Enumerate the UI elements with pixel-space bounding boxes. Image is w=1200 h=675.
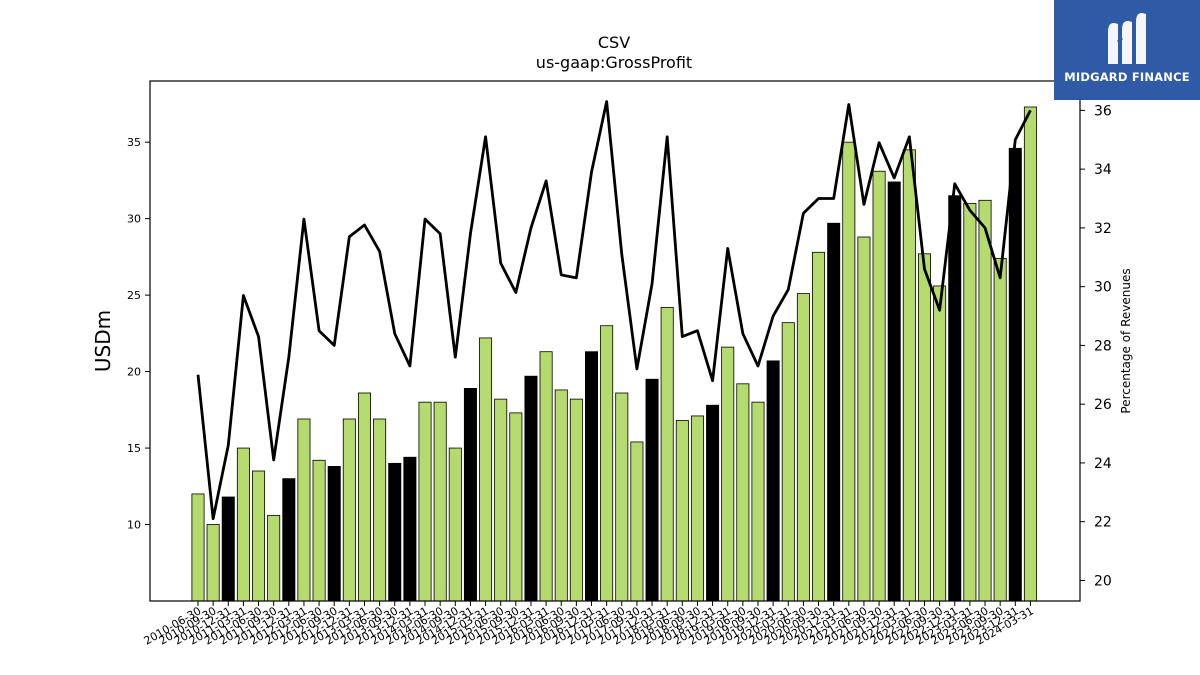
bar xyxy=(842,141,856,602)
bar xyxy=(978,199,992,602)
y-tick-label: 25 xyxy=(127,289,141,302)
y2-tick-label: 36 xyxy=(1094,103,1112,119)
y2-tick-label: 34 xyxy=(1094,162,1112,178)
bar xyxy=(660,306,674,602)
bar xyxy=(206,524,220,602)
bar xyxy=(781,322,795,602)
y-tick-label: 30 xyxy=(127,213,141,226)
bar xyxy=(463,388,477,602)
bar xyxy=(796,293,810,602)
bar xyxy=(282,478,296,602)
y2-tick-label: 26 xyxy=(1094,397,1112,413)
y-tick-label: 20 xyxy=(127,366,141,379)
y2-tick-label: 22 xyxy=(1094,515,1112,531)
bar xyxy=(554,389,568,602)
bar xyxy=(1008,147,1022,602)
bar xyxy=(887,181,901,602)
bar xyxy=(993,258,1007,602)
bar xyxy=(357,392,371,602)
left-axis-ticks: 10 15 20 25 30 35 xyxy=(127,136,150,532)
right-axis-ticks: 20 22 24 26 28 30 32 34 36 xyxy=(1080,103,1112,589)
bar xyxy=(327,466,341,602)
y2-tick-label: 24 xyxy=(1094,456,1112,472)
chart-subtitle: us-gaap:GrossProfit xyxy=(536,53,692,72)
bar xyxy=(872,170,886,602)
bar xyxy=(827,222,841,602)
bar xyxy=(267,514,281,602)
bar xyxy=(191,493,205,602)
logo-mark-icon xyxy=(1108,13,1146,64)
bar xyxy=(751,401,765,602)
bar xyxy=(902,149,916,602)
bar xyxy=(569,398,583,602)
y2-tick-label: 32 xyxy=(1094,221,1112,237)
bar xyxy=(1023,106,1037,602)
bar xyxy=(721,346,735,602)
bar xyxy=(403,456,417,602)
bar xyxy=(675,420,689,602)
bar xyxy=(312,459,326,602)
y-axis-label: USDm xyxy=(91,310,115,372)
y-tick-label: 35 xyxy=(127,136,141,149)
bar xyxy=(736,383,750,602)
logo-text: MIDGARD FINANCE xyxy=(1064,70,1190,84)
bar xyxy=(236,447,250,602)
percentage-line xyxy=(196,100,1032,521)
bar xyxy=(917,253,931,602)
y2-tick-label: 30 xyxy=(1094,280,1112,296)
brand-logo: MIDGARD FINANCE xyxy=(1054,0,1200,100)
bar xyxy=(494,398,508,602)
bar xyxy=(418,401,432,602)
bar xyxy=(690,415,704,602)
bar xyxy=(933,285,947,602)
bar xyxy=(948,195,962,602)
bar xyxy=(221,496,235,602)
chart-title: CSV xyxy=(598,33,630,52)
bar xyxy=(433,401,447,602)
bar xyxy=(509,412,523,602)
y-tick-label: 15 xyxy=(127,442,141,455)
bar xyxy=(812,251,826,602)
bar xyxy=(963,202,977,602)
bar xyxy=(252,470,266,602)
plot-frame xyxy=(149,80,1081,602)
bar xyxy=(585,351,599,602)
y2-tick-label: 28 xyxy=(1094,338,1112,354)
bar xyxy=(615,392,629,602)
bar xyxy=(479,337,493,602)
bar xyxy=(388,462,402,602)
bar xyxy=(630,441,644,602)
bar xyxy=(297,418,311,602)
bar xyxy=(448,447,462,602)
x-axis-ticks: 2010-06-302010-09-302010-12-312011-03-31… xyxy=(142,601,1036,648)
bar xyxy=(857,236,871,602)
bar xyxy=(524,375,538,602)
bar xyxy=(645,378,659,602)
y2-axis-label: Percentage of Revenues xyxy=(1119,268,1133,413)
y2-tick-label: 20 xyxy=(1094,573,1112,589)
bar xyxy=(766,360,780,602)
y-tick-label: 10 xyxy=(127,519,141,532)
bar xyxy=(539,351,553,602)
bar xyxy=(342,418,356,602)
bar xyxy=(373,418,387,602)
bar xyxy=(600,325,614,602)
bar xyxy=(706,404,720,602)
